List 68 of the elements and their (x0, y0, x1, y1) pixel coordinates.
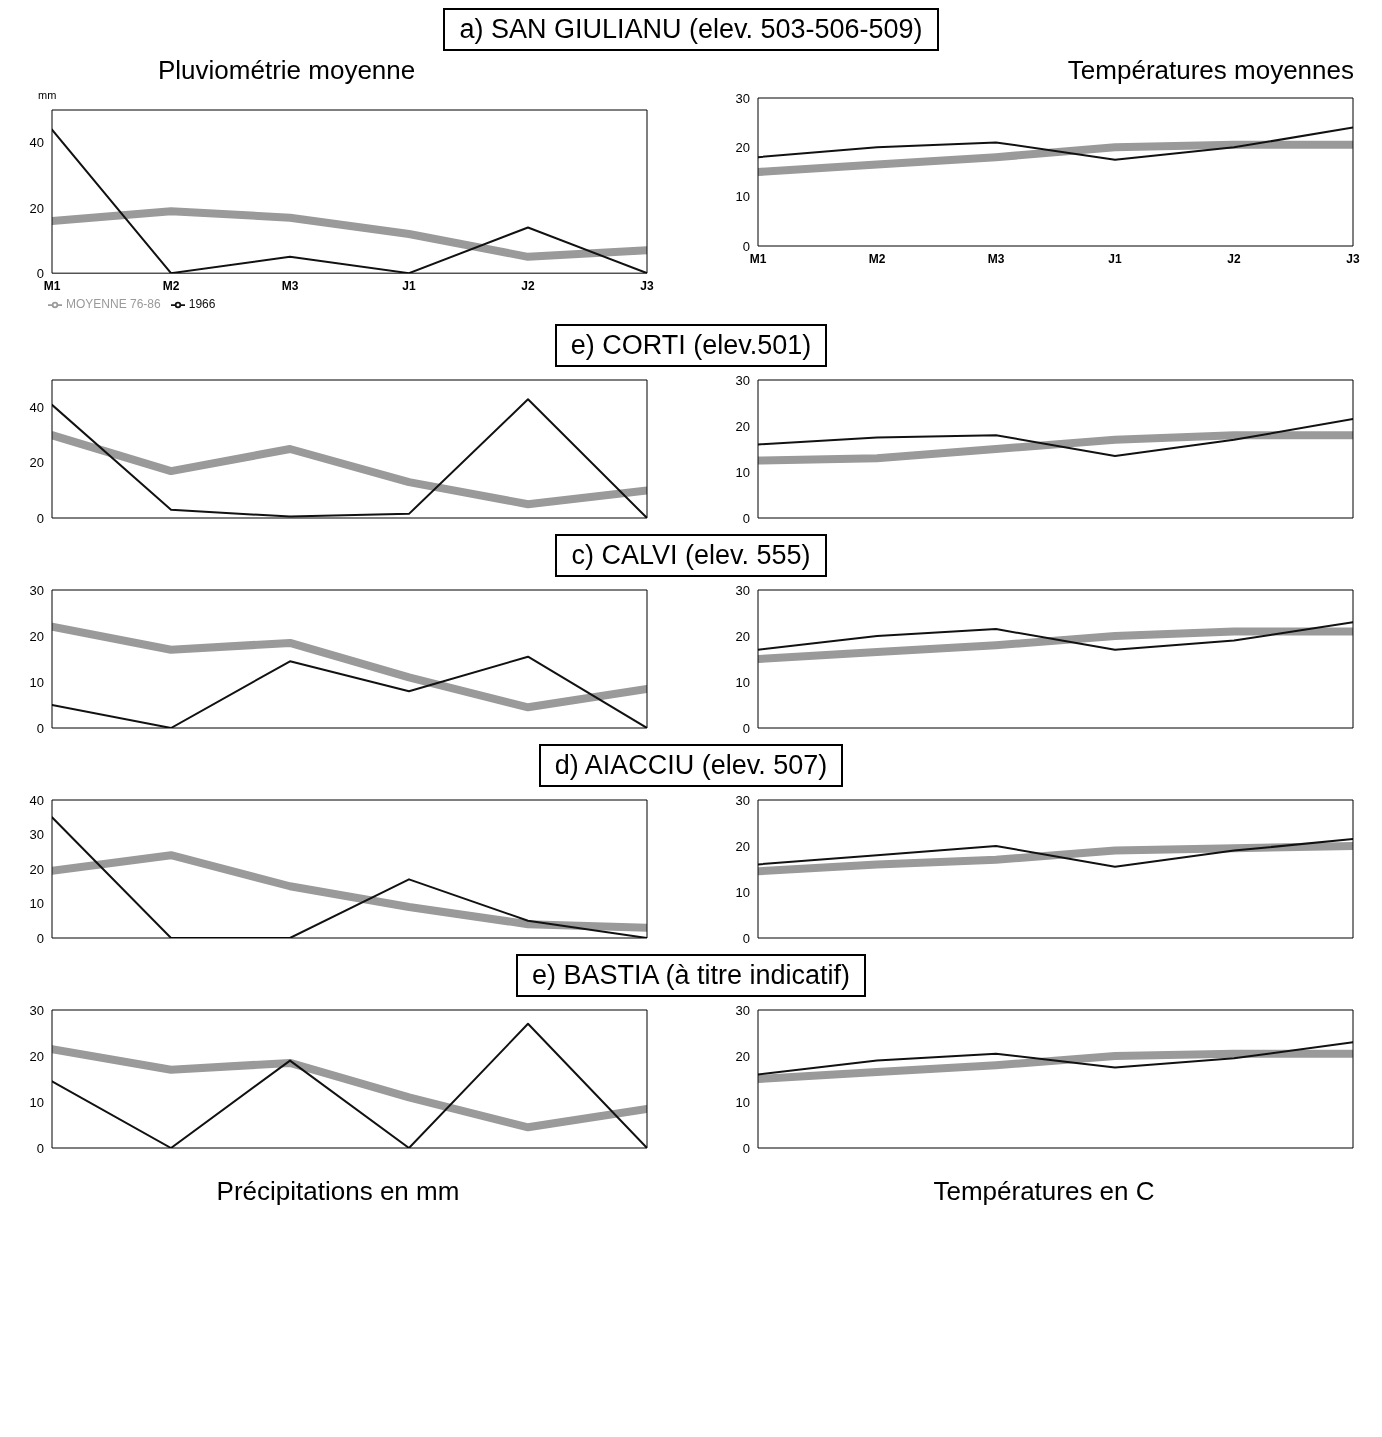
y-tick-label: 0 (742, 1140, 750, 1156)
chart-title: c) CALVI (elev. 555) (555, 534, 827, 577)
y-tick-label: 20 (735, 1048, 750, 1064)
chart-subtitle: Pluviométrie moyenne (157, 55, 417, 87)
line-series (758, 418, 1353, 457)
x-tick-label: M1 (43, 278, 61, 293)
y-tick-label: 10 (735, 189, 750, 205)
y-tick-label: 10 (29, 1094, 44, 1110)
y-tick-label: 10 (735, 464, 750, 480)
chart-title: e) CORTI (elev.501) (554, 324, 828, 367)
y-tick-label: 30 (735, 1002, 750, 1018)
y-tick-label: 40 (29, 792, 44, 808)
y-tick-label: 20 (29, 861, 44, 877)
y-tick-label: 40 (29, 135, 44, 151)
line-series (758, 838, 1353, 868)
y-tick-label: 20 (29, 455, 44, 471)
chart-title: d) AIACCIU (elev. 507) (538, 744, 844, 787)
y-tick-label: 30 (735, 792, 750, 808)
x-tick-label: J2 (1227, 251, 1241, 266)
x-tick-label: M2 (162, 278, 180, 293)
chart-title: e) BASTIA (à titre indicatif) (515, 954, 867, 997)
y-tick-label: 10 (29, 896, 44, 912)
x-tick-label: M2 (868, 251, 886, 266)
y-tick-label: 0 (742, 510, 750, 526)
y-tick-label: 0 (742, 930, 750, 946)
y-tick-label: 0 (742, 238, 750, 254)
y-tick-label: 20 (735, 139, 750, 155)
legend-label: MOYENNE 76-86 (66, 297, 161, 312)
x-tick-label: M3 (987, 251, 1005, 266)
x-axis-title: Précipitations en mm (215, 1176, 461, 1207)
legend-label: 1966 (188, 297, 216, 312)
x-tick-label: J1 (402, 278, 416, 293)
x-tick-label: M3 (281, 278, 299, 293)
y-tick-label: 0 (36, 930, 44, 946)
y-tick-label: 30 (735, 582, 750, 598)
y-tick-label: 10 (735, 884, 750, 900)
y-tick-label: 0 (36, 720, 44, 736)
chart-title: a) SAN GIULIANU (elev. 503-506-509) (443, 8, 939, 51)
chart-subtitle: Températures moyennes (1066, 55, 1355, 87)
y-tick-label: 30 (29, 582, 44, 598)
y-tick-label: 0 (36, 1140, 44, 1156)
y-tick-label: 20 (735, 838, 750, 854)
x-tick-label: J1 (1108, 251, 1122, 266)
line-series (758, 621, 1353, 651)
x-axis-title: Températures en C (932, 1176, 1156, 1207)
y-tick-label: 10 (735, 674, 750, 690)
x-tick-label: J3 (640, 278, 654, 293)
y-tick-label: 20 (735, 418, 750, 434)
y-tick-label: 20 (29, 200, 44, 216)
y-tick-label: 30 (735, 90, 750, 106)
y-tick-label: 0 (36, 265, 44, 281)
y-axis-title: mm (37, 89, 58, 101)
y-tick-label: 30 (735, 372, 750, 388)
y-tick-label: 30 (29, 1002, 44, 1018)
y-tick-label: 0 (742, 720, 750, 736)
y-tick-label: 20 (735, 628, 750, 644)
y-tick-label: 10 (29, 674, 44, 690)
line-series (758, 126, 1353, 161)
y-tick-label: 30 (29, 827, 44, 843)
x-tick-label: J2 (521, 278, 535, 293)
line-series (758, 1041, 1353, 1076)
y-tick-label: 10 (735, 1094, 750, 1110)
x-tick-label: M1 (749, 251, 767, 266)
y-tick-label: 0 (36, 510, 44, 526)
x-tick-label: J3 (1346, 251, 1360, 266)
y-tick-label: 20 (29, 1048, 44, 1064)
y-tick-label: 40 (29, 400, 44, 416)
y-tick-label: 20 (29, 628, 44, 644)
